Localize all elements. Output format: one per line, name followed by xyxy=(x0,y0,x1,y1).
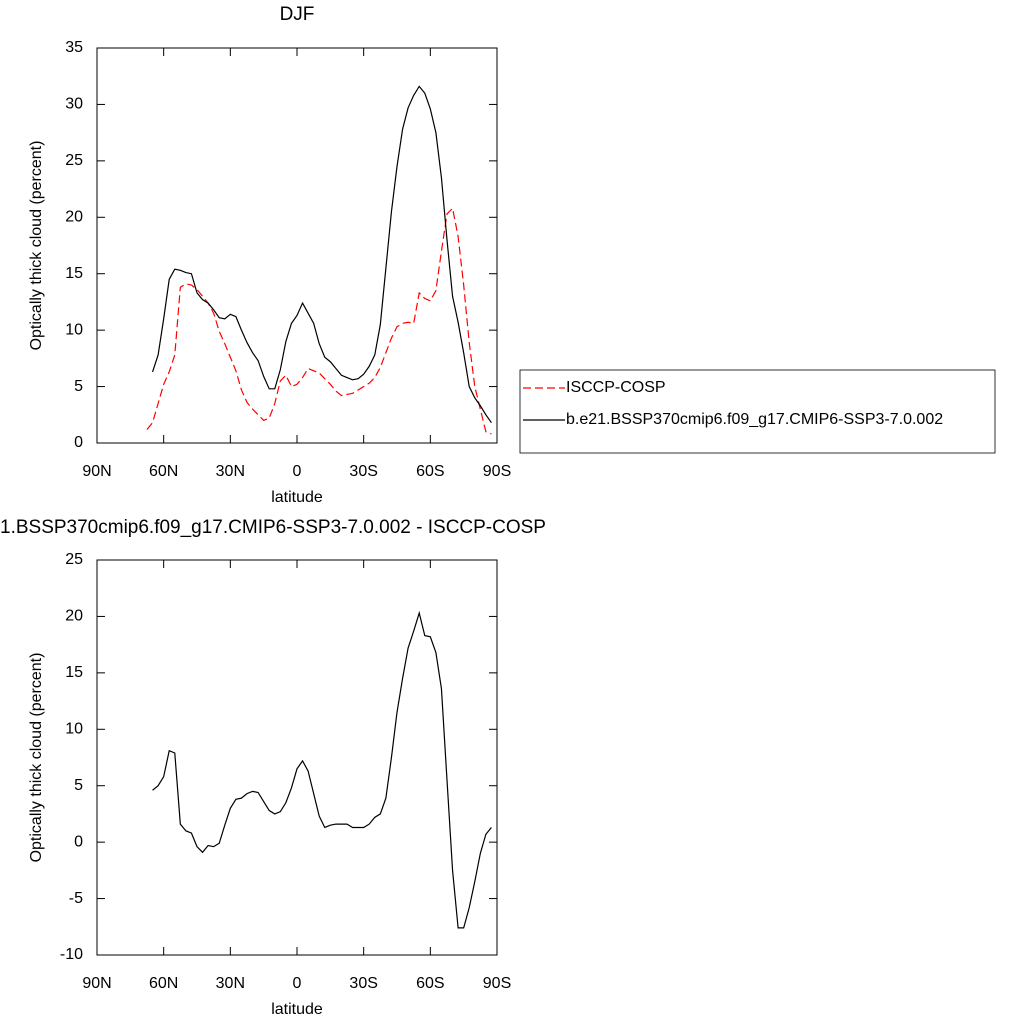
x-tick-label: 60S xyxy=(416,975,444,992)
x-tick-label: 60N xyxy=(149,975,178,992)
legend-box xyxy=(519,369,996,454)
y-tick-label: -5 xyxy=(69,890,83,907)
y-tick-label: 25 xyxy=(65,152,83,169)
y-tick-label: 5 xyxy=(74,378,83,395)
y-tick-label: 0 xyxy=(74,434,83,451)
y-tick-label: 20 xyxy=(65,608,83,625)
y-tick-label: 10 xyxy=(65,721,83,738)
x-axis-label: latitude xyxy=(271,1001,323,1018)
x-axis-label: latitude xyxy=(271,489,323,506)
y-tick-label: 30 xyxy=(65,96,83,113)
x-tick-label: 90S xyxy=(483,975,511,992)
y-tick-label: 20 xyxy=(65,209,83,226)
y-axis-label: Optically thick cloud (percent) xyxy=(28,141,45,351)
plot-frame xyxy=(96,559,498,956)
legend-label: b.e21.BSSP370cmip6.f09_g17.CMIP6-SSP3-7.… xyxy=(566,411,943,428)
y-tick-label: 15 xyxy=(65,265,83,282)
y-tick-label: 0 xyxy=(74,833,83,850)
data-line xyxy=(152,610,492,929)
x-tick-label: 90S xyxy=(483,463,511,480)
legend-label: ISCCP-COSP xyxy=(566,379,666,396)
x-tick-label: 30S xyxy=(349,975,377,992)
y-axis-label: Optically thick cloud (percent) xyxy=(28,653,45,863)
x-tick-label: 30S xyxy=(349,463,377,480)
y-tick-label: 15 xyxy=(65,664,83,681)
y-tick-label: 5 xyxy=(74,777,83,794)
x-tick-label: 90N xyxy=(82,975,111,992)
x-tick-label: 30N xyxy=(216,975,245,992)
y-tick-label: 10 xyxy=(65,321,83,338)
x-tick-label: 0 xyxy=(293,975,302,992)
y-tick-label: -10 xyxy=(60,946,83,963)
y-tick-label: 25 xyxy=(65,551,83,568)
x-tick-label: 60S xyxy=(416,463,444,480)
data-line xyxy=(146,207,492,435)
chart-title: 1.BSSP370cmip6.f09_g17.CMIP6-SSP3-7.0.00… xyxy=(0,517,546,538)
data-line xyxy=(151,85,492,424)
x-tick-label: 30N xyxy=(216,463,245,480)
y-tick-label: 35 xyxy=(65,39,83,56)
x-tick-label: 60N xyxy=(149,463,178,480)
x-tick-label: 0 xyxy=(293,463,302,480)
chart-title: DJF xyxy=(280,4,315,25)
x-tick-label: 90N xyxy=(82,463,111,480)
